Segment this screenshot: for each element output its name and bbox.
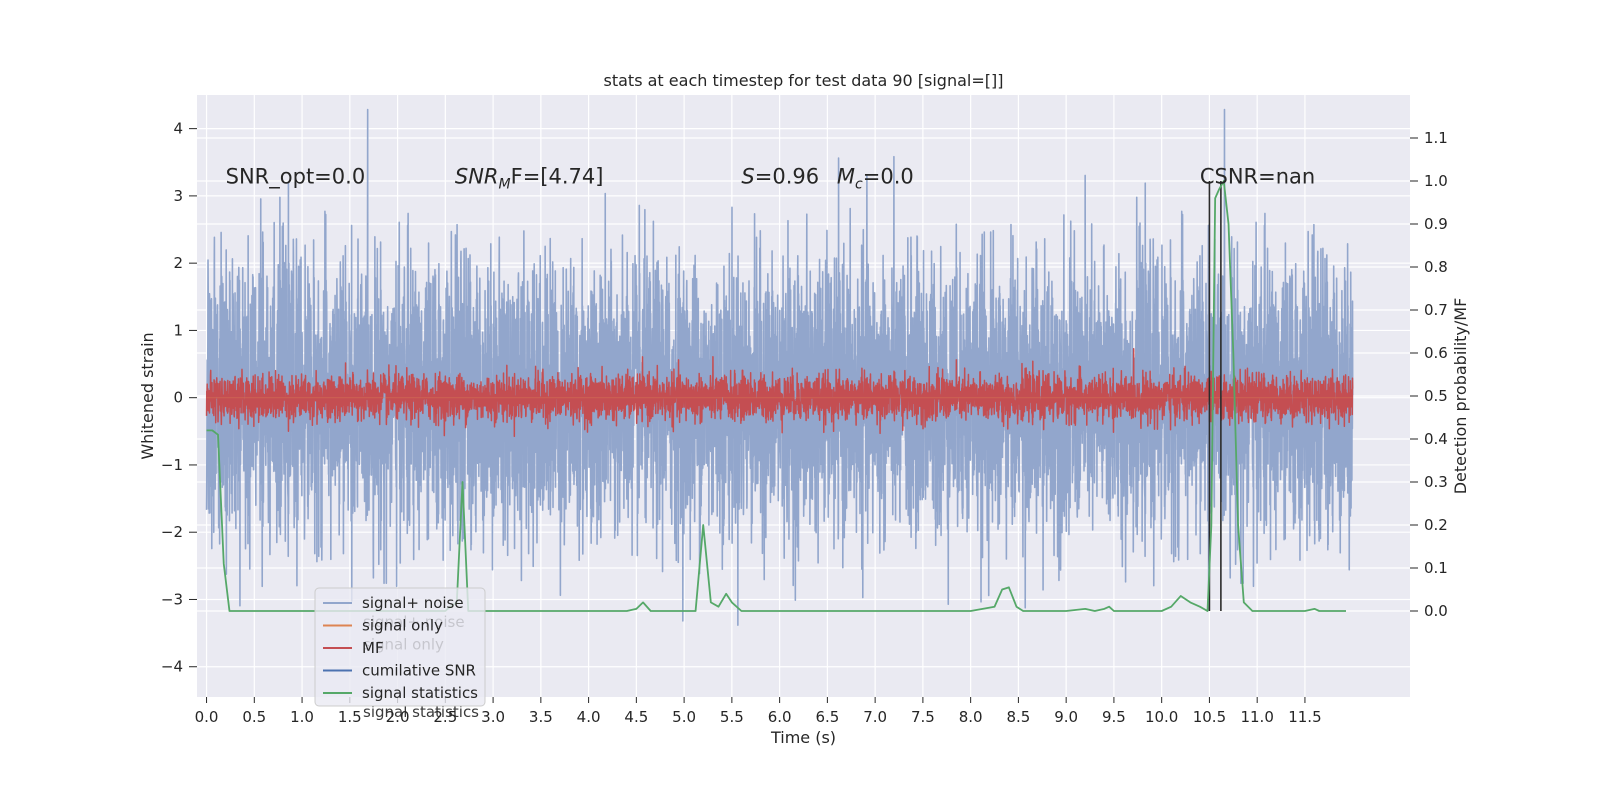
series-mf	[205, 347, 1354, 438]
right-y-tick-label: 0.4	[1424, 430, 1448, 448]
x-axis-label: Time (s)	[770, 728, 836, 747]
x-tick-label: 8.0	[959, 708, 983, 726]
x-tick-label: 8.5	[1006, 708, 1030, 726]
x-tick-label: 0.0	[195, 708, 219, 726]
x-tick-label: 0.5	[242, 708, 266, 726]
x-tick-label: 3.0	[481, 708, 505, 726]
x-tick-label: 10.5	[1193, 708, 1226, 726]
right-y-tick-label: 0.1	[1424, 559, 1448, 577]
chart-title: stats at each timestep for test data 90 …	[604, 71, 1004, 90]
right-y-tick-label: 0.8	[1424, 258, 1448, 276]
x-tick-label: 11.5	[1288, 708, 1321, 726]
x-tick-label: 1.0	[290, 708, 314, 726]
legend: signal+ noise signal only signal statistic…	[314, 587, 486, 721]
legend-box	[314, 587, 486, 707]
right-y-axis-label: Detection probability/MF	[1451, 298, 1470, 495]
y-axis-label: Whitened strain	[138, 332, 157, 459]
legend-label: signal statistics	[362, 684, 478, 702]
annotation-s-value: S=0.96	[741, 165, 819, 189]
x-tick-label: 10.0	[1145, 708, 1178, 726]
x-tick-label: 9.5	[1102, 708, 1126, 726]
annotation-csnr: CSNR=nan	[1200, 165, 1315, 189]
x-tick-label: 2.5	[433, 708, 457, 726]
y-tick-label: 0	[173, 389, 183, 407]
x-tick-label: 1.5	[338, 708, 362, 726]
y-axis-ticks: −4 −3 −2 −1 0 1 2 3 4	[161, 120, 197, 676]
legend-ghost-label: signal statistics	[363, 703, 479, 721]
annotation-mc-value: Mc=0.0	[837, 165, 914, 193]
x-tick-label: 2.0	[386, 708, 410, 726]
right-y-tick-label: 0.3	[1424, 473, 1448, 491]
right-y-tick-label: 0.0	[1424, 602, 1448, 620]
y-tick-label: 2	[173, 254, 183, 272]
y-tick-label: 3	[173, 187, 183, 205]
y-tick-label: −1	[161, 456, 183, 474]
x-tick-label: 9.0	[1054, 708, 1078, 726]
legend-label: signal+ noise	[362, 594, 464, 612]
x-tick-label: 4.0	[577, 708, 601, 726]
right-y-tick-label: 0.2	[1424, 516, 1448, 534]
y-tick-label: −2	[161, 523, 183, 541]
right-y-axis-ticks: 0.0 0.1 0.2 0.3 0.4 0.5 0.6 0.7 0.8 0.9 1.0 1.1	[1410, 129, 1448, 620]
x-tick-label: 11.0	[1240, 708, 1273, 726]
x-tick-label: 6.0	[768, 708, 792, 726]
x-axis-ticks: 0.0 0.5 1.0 1.5 2.0 2.5 3.0 3.5 4.0 4.5 5.0 5.5 6.0 6…	[195, 697, 1322, 726]
x-tick-label: 5.0	[672, 708, 696, 726]
y-tick-label: −3	[161, 590, 183, 608]
x-tick-label: 7.5	[911, 708, 935, 726]
series-layer	[205, 108, 1354, 626]
x-tick-label: 6.5	[815, 708, 839, 726]
y-tick-label: 4	[173, 120, 183, 138]
right-y-tick-label: 0.5	[1424, 387, 1448, 405]
y-tick-label: 1	[173, 321, 183, 339]
x-tick-label: 3.5	[529, 708, 553, 726]
x-tick-label: 7.0	[863, 708, 887, 726]
legend-label: signal only	[362, 617, 443, 635]
right-y-tick-label: 0.7	[1424, 301, 1448, 319]
right-y-tick-label: 0.6	[1424, 344, 1448, 362]
y-tick-label: −4	[161, 658, 183, 676]
annotation-layer: SNR_opt=0.0 SNRMF=[4.74] S=0.96 Mc=0.0 CSNR=…	[226, 165, 1316, 193]
legend-label: cumilative SNR	[362, 662, 476, 680]
annotation-snr-opt: SNR_opt=0.0	[226, 165, 366, 190]
x-tick-label: 5.5	[720, 708, 744, 726]
legend-label: MF	[362, 639, 384, 657]
annotation-snr-mf: SNRMF=[4.74]	[455, 165, 604, 193]
right-y-tick-label: 1.1	[1424, 129, 1448, 147]
x-tick-label: 4.5	[624, 708, 648, 726]
series-signal-statistics	[206, 180, 1347, 612]
right-y-tick-label: 1.0	[1424, 172, 1448, 190]
right-y-tick-label: 0.9	[1424, 215, 1448, 233]
